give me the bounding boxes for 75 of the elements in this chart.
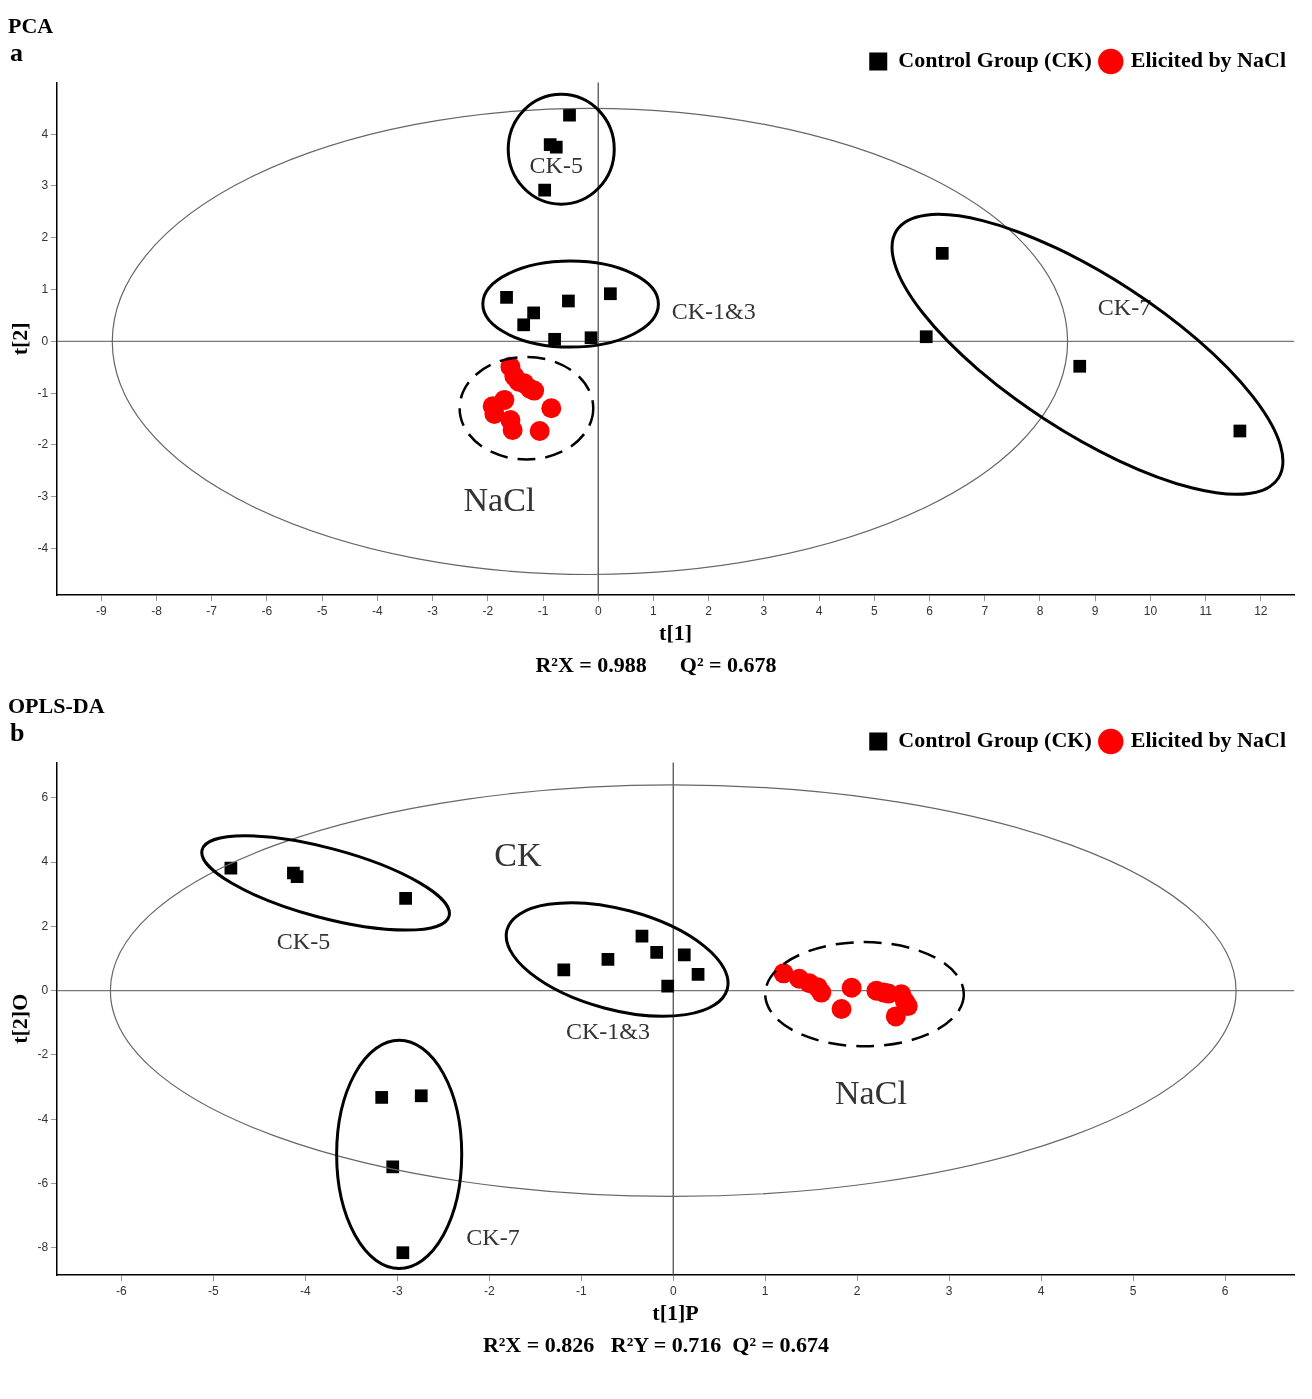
legend-label: Control Group (CK) <box>898 47 1092 73</box>
x-tick-label: -4 <box>372 603 384 618</box>
x-tick-label: -6 <box>261 603 273 618</box>
y-tick-label: -1 <box>37 385 49 400</box>
y-axis-title: t[2]O <box>6 993 32 1044</box>
annotation: CK-5 <box>276 927 331 954</box>
annotation: NaCl <box>835 1073 907 1111</box>
x-tick-label: -9 <box>95 603 107 618</box>
y-tick-label: 4 <box>41 126 49 141</box>
x-tick-label: -6 <box>116 1283 128 1298</box>
x-tick-label: 12 <box>1254 603 1268 618</box>
y-tick-label: -2 <box>37 1047 49 1062</box>
y-tick-label: -3 <box>37 489 49 504</box>
annotation: CK-1&3 <box>671 298 756 325</box>
y-tick-label: 0 <box>41 982 49 997</box>
x-tick-label: 8 <box>1036 603 1044 618</box>
x-tick-label: 11 <box>1199 603 1213 618</box>
x-tick-label: 6 <box>926 603 934 618</box>
y-tick-label: 3 <box>41 178 49 193</box>
y-tick-label: -8 <box>37 1240 49 1255</box>
chart-title: OPLS-DA <box>8 692 105 718</box>
x-tick-label: 1 <box>650 603 658 618</box>
x-tick-label: -2 <box>483 1283 495 1298</box>
x-tick-label: -4 <box>300 1283 312 1298</box>
y-tick-label: -4 <box>37 1111 49 1126</box>
y-tick-label: 0 <box>41 333 49 348</box>
legend-label: Elicited by NaCl <box>1130 727 1287 753</box>
x-tick-label: -8 <box>151 603 163 618</box>
y-tick-label: 2 <box>41 230 49 245</box>
y-tick-label: 6 <box>41 790 49 805</box>
y-tick-label: -2 <box>37 437 49 452</box>
x-tick-label: 7 <box>981 603 989 618</box>
y-tick-label: 1 <box>41 281 49 296</box>
annotation: CK-7 <box>466 1223 520 1250</box>
annotation: CK <box>494 836 542 874</box>
x-tick-label: -3 <box>427 603 439 618</box>
y-tick-label: -6 <box>37 1175 49 1190</box>
y-tick-label: -4 <box>37 540 49 555</box>
text: R²X = 0.988 Q² = 0.678 <box>534 652 778 678</box>
legend-label: Control Group (CK) <box>898 727 1092 753</box>
x-tick-label: 5 <box>870 603 878 618</box>
x-tick-label: -7 <box>206 603 218 618</box>
annotation: NaCl <box>463 481 536 519</box>
annotation: CK-7 <box>1097 293 1152 320</box>
x-tick-label: 2 <box>853 1283 861 1298</box>
x-tick-label: 0 <box>594 603 602 618</box>
x-tick-label: 0 <box>669 1283 677 1298</box>
x-tick-label: 5 <box>1129 1283 1137 1298</box>
x-tick-label: -1 <box>575 1283 587 1298</box>
text: b <box>10 718 25 748</box>
y-axis-title: t[2] <box>6 322 32 356</box>
chart-title: PCA <box>8 12 54 38</box>
x-tick-label: -5 <box>208 1283 220 1298</box>
x-tick-label: 9 <box>1091 603 1099 618</box>
y-tick-label: 4 <box>41 854 49 869</box>
x-tick-label: 6 <box>1221 1283 1229 1298</box>
x-tick-label: -3 <box>392 1283 403 1298</box>
x-tick-label: 10 <box>1143 603 1158 618</box>
x-tick-label: -2 <box>482 603 494 618</box>
annotation: CK-5 <box>529 152 583 179</box>
y-tick-label: 2 <box>41 918 49 933</box>
x-tick-label: 4 <box>815 603 823 618</box>
annotation: CK-1&3 <box>565 1018 650 1045</box>
legend-label: Elicited by NaCl <box>1130 47 1287 73</box>
x-tick-label: 4 <box>1037 1283 1045 1298</box>
x-tick-label: 1 <box>761 1283 769 1298</box>
x-tick-label: 3 <box>945 1283 953 1298</box>
text: R²X = 0.826 R²Y = 0.716 Q² = 0.674 <box>481 1332 831 1358</box>
x-tick-label: -1 <box>537 603 549 618</box>
x-axis-title: t[1]P <box>652 1300 699 1326</box>
x-axis-title: t[1] <box>659 620 693 646</box>
x-tick-label: 3 <box>760 603 768 618</box>
text: a <box>10 38 23 68</box>
x-tick-label: -5 <box>316 603 328 618</box>
x-tick-label: 2 <box>705 603 713 618</box>
